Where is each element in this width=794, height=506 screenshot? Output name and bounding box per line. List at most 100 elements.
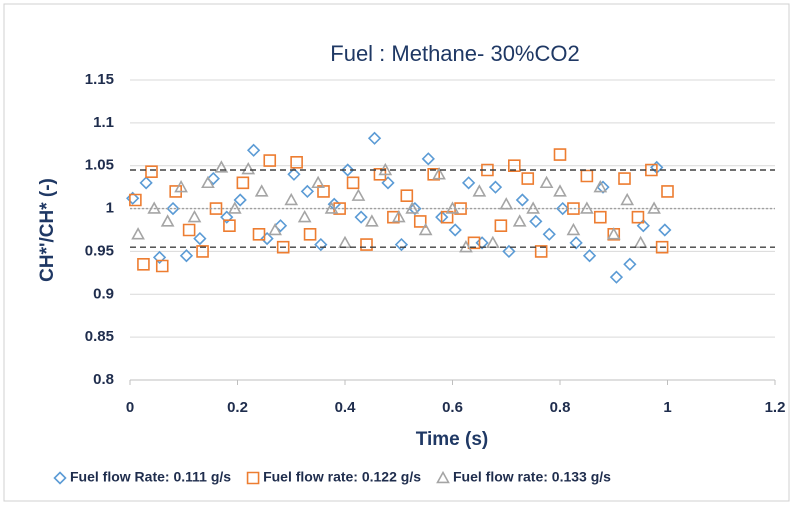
legend-marker xyxy=(53,471,67,485)
point xyxy=(607,227,621,241)
point xyxy=(461,176,476,190)
point xyxy=(351,188,366,201)
x-tick-label: 1 xyxy=(663,399,671,416)
point xyxy=(367,131,382,145)
point xyxy=(494,219,508,233)
point xyxy=(394,237,409,252)
point xyxy=(214,160,229,173)
point xyxy=(534,245,548,258)
point xyxy=(276,240,290,254)
legend-label: Fuel flow rate: 0.133 g/s xyxy=(453,469,611,485)
y-tick-label: 0.95 xyxy=(85,242,114,259)
point xyxy=(472,184,487,197)
point xyxy=(273,219,288,233)
point xyxy=(567,202,580,215)
point xyxy=(606,227,621,240)
point xyxy=(254,184,269,197)
point xyxy=(580,169,594,183)
point xyxy=(593,179,608,193)
point xyxy=(365,214,379,227)
point xyxy=(454,202,467,215)
point xyxy=(391,209,406,223)
point xyxy=(223,219,236,233)
point xyxy=(260,231,274,246)
point xyxy=(196,245,209,258)
point xyxy=(475,236,489,250)
point xyxy=(448,223,462,237)
point xyxy=(553,148,567,161)
point xyxy=(354,210,368,224)
point xyxy=(645,163,658,177)
point xyxy=(381,176,395,190)
point xyxy=(160,214,175,227)
y-tick-label: 0.9 xyxy=(93,285,114,302)
point xyxy=(346,176,360,190)
point xyxy=(236,176,250,190)
point xyxy=(169,185,182,198)
point xyxy=(155,259,169,273)
y-tick-label: 1.15 xyxy=(85,71,114,88)
point xyxy=(311,175,325,189)
point xyxy=(618,172,631,185)
point xyxy=(631,210,645,224)
x-axis-label: Time (s) xyxy=(416,429,489,450)
point xyxy=(341,163,355,177)
legend-marker xyxy=(246,471,260,485)
point xyxy=(440,210,454,224)
point xyxy=(268,222,282,236)
point xyxy=(297,209,312,223)
point xyxy=(314,237,328,252)
point xyxy=(166,201,180,216)
point xyxy=(263,154,277,167)
point xyxy=(246,143,261,157)
point xyxy=(193,231,207,246)
point xyxy=(333,202,346,215)
point xyxy=(300,184,315,199)
point xyxy=(233,193,247,207)
point xyxy=(137,257,150,271)
point xyxy=(174,179,188,193)
point xyxy=(542,227,556,241)
point xyxy=(413,215,427,228)
legend-label: Fuel flow Rate: 0.111 g/s xyxy=(70,469,231,485)
point xyxy=(126,191,140,205)
point xyxy=(201,175,215,189)
point xyxy=(139,176,153,190)
y-axis-label: CH*'/CH* (-) xyxy=(37,178,58,282)
point xyxy=(529,214,543,229)
point xyxy=(488,180,503,194)
point xyxy=(580,201,594,214)
x-tick-label: 0.6 xyxy=(442,399,463,416)
point xyxy=(508,159,521,173)
point xyxy=(521,172,535,185)
point xyxy=(655,240,669,254)
point xyxy=(582,249,597,263)
y-tick-label: 0.8 xyxy=(93,371,114,388)
point xyxy=(620,192,635,206)
point xyxy=(609,270,624,284)
point xyxy=(569,236,583,250)
x-tick-label: 0 xyxy=(126,399,134,416)
point xyxy=(427,167,440,181)
point xyxy=(553,184,567,197)
point xyxy=(636,219,650,233)
point xyxy=(400,189,414,203)
point xyxy=(421,152,435,166)
point xyxy=(661,185,674,198)
point xyxy=(596,180,610,194)
point xyxy=(515,193,530,207)
point xyxy=(179,249,194,263)
point xyxy=(145,165,158,179)
point xyxy=(481,163,494,177)
x-tick-label: 0.4 xyxy=(335,399,357,416)
y-tick-label: 0.85 xyxy=(85,328,114,345)
point xyxy=(252,227,266,241)
point xyxy=(290,155,303,169)
point xyxy=(502,244,516,259)
point xyxy=(241,161,256,175)
chart-frame xyxy=(3,3,790,502)
point xyxy=(408,201,422,216)
point xyxy=(284,192,299,206)
point xyxy=(566,222,581,236)
